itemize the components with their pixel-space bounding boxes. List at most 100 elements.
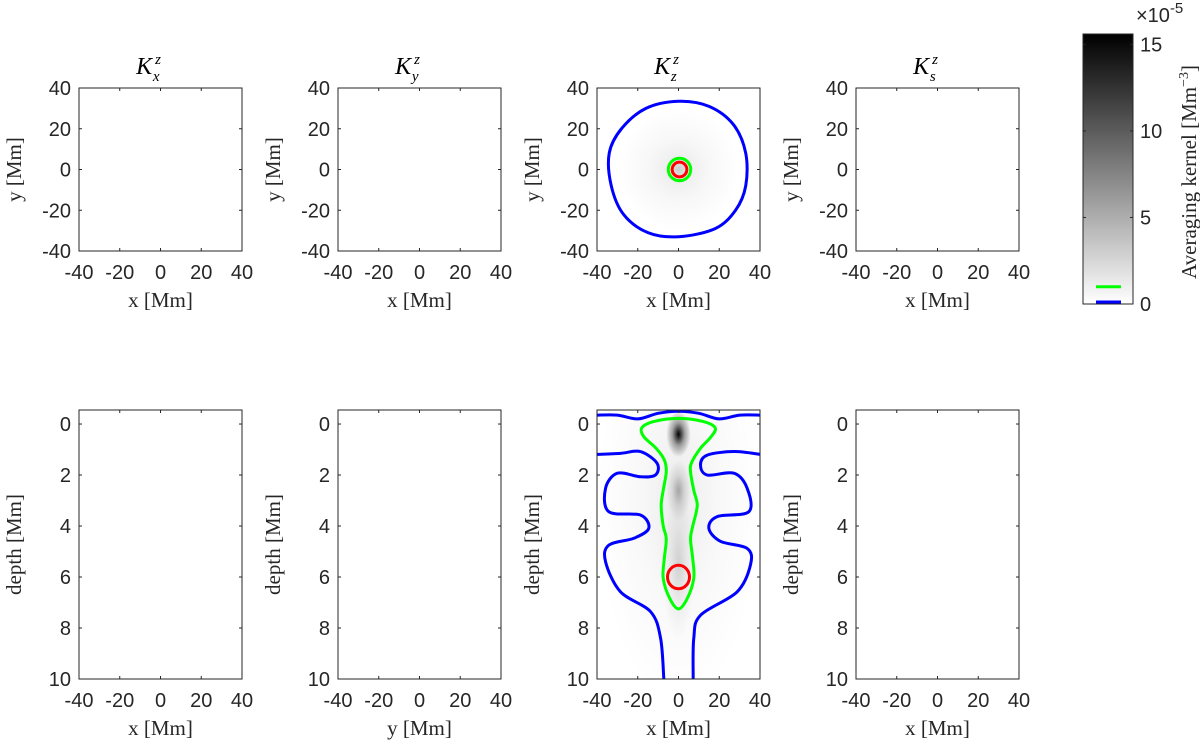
x-tick-label: 0	[414, 690, 425, 712]
y-tick-label: 8	[60, 618, 71, 640]
plot-area	[856, 410, 1019, 679]
y-tick-label: 10	[308, 669, 330, 691]
contour-blue	[597, 449, 666, 679]
colorbar-multiplier: ×10-5	[1136, 0, 1183, 27]
top-row-panel-1: -40 -20 0 20 40 -40 -20 0 20 40 x [Mm] y [Mm] K z x	[2, 52, 253, 312]
y-tick-label: -20	[560, 200, 589, 222]
x-tick-label: -20	[623, 262, 652, 284]
x-tick-label: 20	[449, 262, 471, 284]
x-axis-label: y [Mm]	[387, 716, 452, 740]
x-tick-label: 40	[749, 690, 771, 712]
contour-blue	[691, 450, 760, 679]
contour-green	[639, 416, 717, 611]
y-tick-label: 0	[578, 414, 589, 436]
x-tick-label: -40	[65, 690, 94, 712]
colorbar: 0 5 10 15 ×10-5 Averaging kernel [Mm−3]	[1082, 0, 1200, 316]
y-tick-label: 0	[837, 414, 848, 436]
bottom-row-panel-4: -40 -20 0 20 40 0 2 4 6 8 10 x [Mm] depth [Mm]	[779, 409, 1030, 740]
x-tick-label: 0	[414, 262, 425, 284]
x-tick-label: -20	[623, 690, 652, 712]
y-tick-label: -20	[819, 200, 848, 222]
y-tick-label: 40	[826, 78, 848, 100]
y-tick-label: -20	[301, 200, 330, 222]
y-tick-label: 20	[308, 119, 330, 141]
y-tick-label: 2	[60, 465, 71, 487]
plot-area	[79, 88, 242, 251]
y-tick-label: 0	[60, 160, 71, 182]
y-tick-label: 6	[319, 567, 330, 589]
x-tick-label: 40	[231, 262, 253, 284]
y-tick-label: 2	[837, 465, 848, 487]
y-tick-label: 20	[826, 119, 848, 141]
y-tick-label: 20	[49, 119, 71, 141]
x-tick-label: 0	[932, 690, 943, 712]
y-tick-label: 40	[567, 78, 589, 100]
y-tick-label: 0	[837, 160, 848, 182]
contour-green	[666, 156, 693, 183]
x-axis-label: x [Mm]	[905, 288, 970, 312]
x-tick-label: 0	[155, 262, 166, 284]
x-tick-label: 40	[490, 262, 512, 284]
colorbar-tick-label: 0	[1140, 294, 1151, 316]
x-tick-label: -40	[842, 262, 871, 284]
y-tick-label: 8	[837, 618, 848, 640]
x-tick-label: 20	[967, 690, 989, 712]
y-axis-label: y [Mm]	[520, 137, 544, 202]
y-tick-label: 0	[578, 160, 589, 182]
y-tick-label: 10	[567, 669, 589, 691]
y-tick-label: 10	[826, 669, 848, 691]
bottom-row-panel-1: -40 -20 0 20 40 0 2 4 6 8 10 x [Mm] depth [Mm]	[2, 409, 253, 740]
y-axis-label: depth [Mm]	[261, 494, 285, 595]
bottom-row-panel-2: -40 -20 0 20 40 0 2 4 6 8 10 y [Mm] depth [Mm]	[261, 409, 512, 740]
y-axis-label: depth [Mm]	[779, 494, 803, 595]
x-tick-label: 40	[231, 690, 253, 712]
top-row-panel-4: -40 -20 0 20 40 -40 -20 0 20 40 x [Mm] y [Mm] K z s	[779, 52, 1030, 312]
x-tick-label: 40	[490, 690, 512, 712]
y-tick-label: 6	[60, 567, 71, 589]
y-axis-label: y [Mm]	[2, 137, 26, 202]
colorbar-tick-label: 15	[1140, 34, 1162, 56]
y-tick-label: 0	[319, 160, 330, 182]
y-tick-label: 2	[319, 465, 330, 487]
x-tick-label: 0	[932, 262, 943, 284]
x-tick-label: 20	[190, 690, 212, 712]
contour-red	[665, 563, 692, 591]
plot-area	[338, 410, 501, 679]
x-tick-label: 40	[1008, 690, 1030, 712]
x-axis-label: x [Mm]	[905, 716, 970, 740]
bottom-row-panel-3: -40 -20 0 20 40 0 2 4 6 8 10 x [Mm] depth [Mm]	[520, 409, 771, 740]
kernel-intensity	[597, 410, 760, 679]
x-axis-label: x [Mm]	[646, 288, 711, 312]
contour-red	[670, 160, 689, 179]
y-tick-label: 2	[578, 465, 589, 487]
x-tick-label: -40	[65, 262, 94, 284]
x-tick-label: 20	[967, 262, 989, 284]
y-tick-label: -40	[819, 241, 848, 263]
y-tick-label: 4	[578, 516, 589, 538]
x-tick-label: 40	[749, 262, 771, 284]
x-axis-label: x [Mm]	[646, 716, 711, 740]
x-tick-label: 20	[449, 690, 471, 712]
y-tick-label: 0	[60, 414, 71, 436]
y-tick-label: -20	[42, 200, 71, 222]
x-tick-label: -40	[324, 262, 353, 284]
y-tick-label: 6	[837, 567, 848, 589]
x-tick-label: -20	[364, 690, 393, 712]
x-tick-label: -40	[842, 690, 871, 712]
colorbar-gradient	[1082, 33, 1134, 305]
x-tick-label: -40	[324, 690, 353, 712]
top-row-panel-3: -40 -20 0 20 40 -40 -20 0 20 40 x [Mm] y [Mm] K z z	[520, 52, 771, 312]
y-axis-label: depth [Mm]	[520, 494, 544, 595]
y-tick-label: 8	[578, 618, 589, 640]
contour-blue	[606, 99, 749, 239]
x-tick-label: -20	[882, 262, 911, 284]
x-tick-label: -20	[882, 690, 911, 712]
x-tick-label: 0	[673, 262, 684, 284]
y-tick-label: 4	[319, 516, 330, 538]
colorbar-tick-label: 10	[1140, 121, 1162, 143]
top-row-panel-2: -40 -20 0 20 40 -40 -20 0 20 40 x [Mm] y [Mm] K z y	[261, 52, 512, 312]
